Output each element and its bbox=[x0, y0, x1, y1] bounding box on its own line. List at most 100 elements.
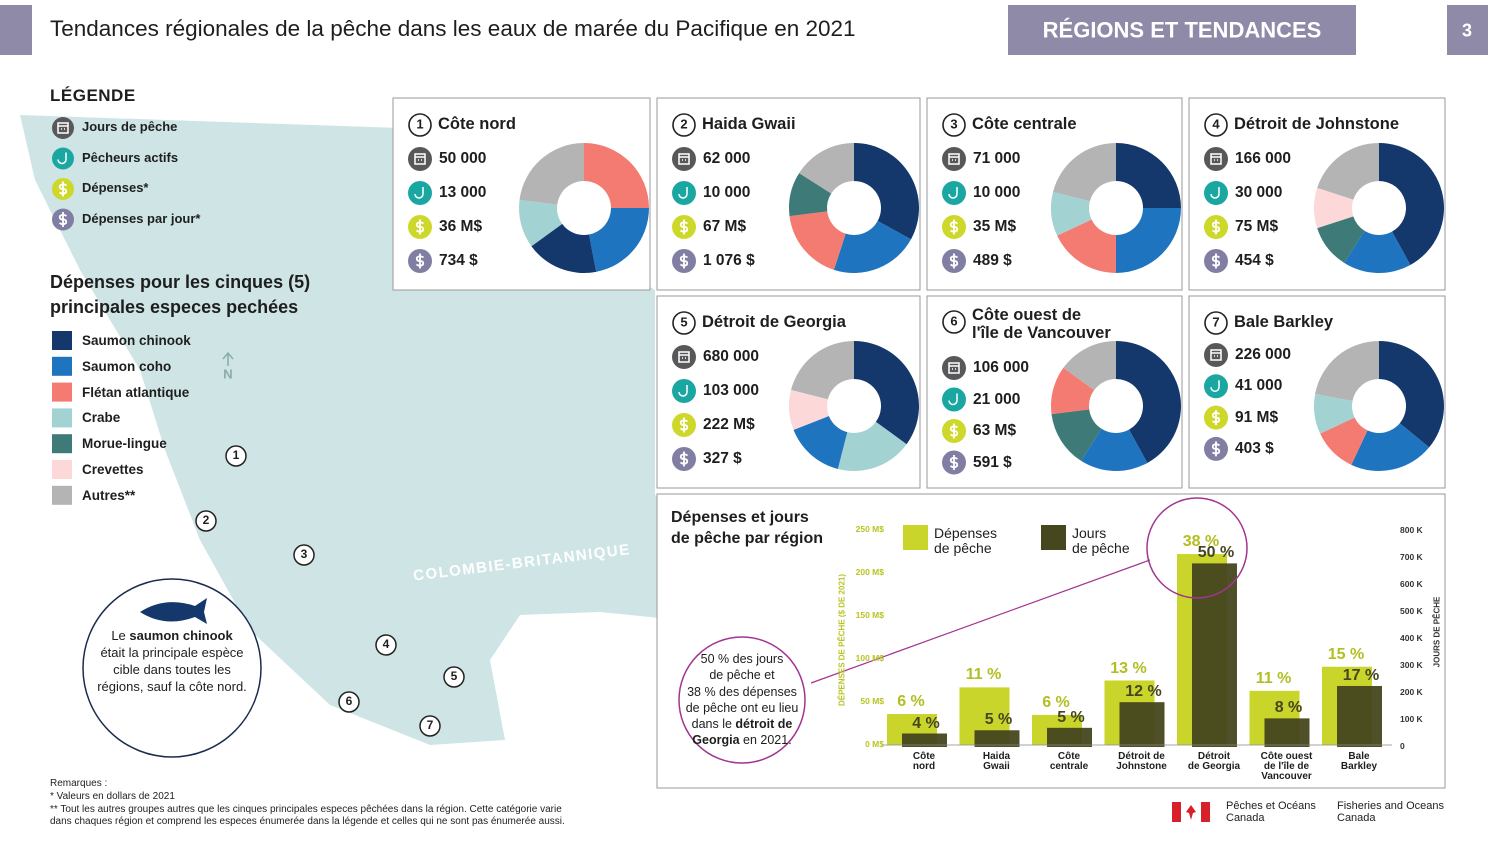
text-part: saumon chinook bbox=[129, 628, 233, 643]
y-tick-label: 250 M$ bbox=[855, 524, 884, 535]
pie-slice bbox=[1053, 143, 1116, 202]
y-tick-label: 100 M$ bbox=[855, 653, 884, 664]
region-number-badge bbox=[942, 113, 966, 137]
y2-tick-label: 200 K bbox=[1400, 687, 1423, 698]
region-title: Bale Barkley bbox=[1234, 313, 1334, 331]
legend-label: Dépenses* bbox=[82, 180, 149, 195]
stat-value: 21 000 bbox=[973, 390, 1021, 408]
species-swatch bbox=[52, 460, 72, 479]
y2-tick-label: 500 K bbox=[1400, 606, 1423, 617]
north-label: N bbox=[223, 366, 233, 382]
y2-tick-label: 300 K bbox=[1400, 660, 1423, 671]
legend-title: LÉGENDE bbox=[50, 86, 136, 105]
percent-label: 17 % bbox=[1342, 666, 1380, 684]
stat-value: 36 M$ bbox=[439, 218, 483, 235]
map-marker-label: 4 bbox=[382, 637, 390, 652]
y2-tick-label: 800 K bbox=[1400, 525, 1423, 536]
map-marker bbox=[225, 445, 247, 467]
bar bbox=[1264, 718, 1310, 747]
icon-glyph bbox=[1210, 187, 1220, 199]
region-title: Côte ouest de l'île de Vancouver bbox=[972, 306, 1111, 343]
text-part: détroit de Georgia bbox=[692, 717, 793, 748]
icon bbox=[942, 356, 966, 380]
icon-glyph bbox=[58, 181, 68, 197]
icon bbox=[672, 147, 696, 171]
notes-title: Remarques : bbox=[50, 778, 108, 789]
stat-value: 75 M$ bbox=[1235, 218, 1279, 235]
icon-glyph bbox=[948, 153, 960, 165]
y-tick-label: 200 M$ bbox=[855, 567, 884, 578]
icon bbox=[52, 147, 74, 170]
y-tick-label: 50 M$ bbox=[860, 696, 884, 707]
stat-value: 226 000 bbox=[1235, 346, 1292, 363]
region-number: 1 bbox=[416, 116, 424, 132]
icon-glyph bbox=[679, 253, 689, 269]
stat-value: 1 076 $ bbox=[703, 252, 755, 269]
x-tick-label: Bale Barkley bbox=[1340, 751, 1378, 772]
pie-slice bbox=[589, 208, 649, 272]
icon bbox=[52, 117, 74, 139]
icon bbox=[408, 181, 432, 205]
icon-glyph bbox=[1211, 219, 1221, 235]
species-label: Morue-lingue bbox=[82, 436, 167, 452]
pie-slice bbox=[1081, 428, 1148, 472]
connector bbox=[810, 559, 1151, 684]
stat-value: 680 000 bbox=[703, 348, 760, 365]
text-part: était la principale espèce cible dans to… bbox=[97, 644, 247, 694]
species-swatch bbox=[52, 331, 72, 350]
icon-glyph bbox=[1211, 410, 1221, 426]
icon bbox=[1204, 374, 1228, 399]
y2-tick-label: 700 K bbox=[1400, 552, 1423, 563]
icon bbox=[408, 147, 432, 171]
legend-label: Dépenses de pêche bbox=[934, 525, 998, 556]
icon-glyph bbox=[678, 351, 690, 363]
icon-glyph bbox=[58, 125, 68, 130]
stat-value: 30 000 bbox=[1235, 184, 1283, 201]
pie-slice bbox=[1351, 423, 1430, 472]
text-part: en 2021. bbox=[739, 733, 792, 748]
percent-label: 12 % bbox=[1125, 682, 1162, 700]
species-label: Crevettes bbox=[82, 462, 144, 477]
icon-glyph bbox=[414, 153, 426, 165]
stat-value: 103 000 bbox=[703, 382, 760, 399]
y2-axis-title: JOURS DE PÊCHE bbox=[1432, 596, 1442, 668]
species-swatch bbox=[52, 485, 72, 505]
stat-value: 67 M$ bbox=[703, 218, 747, 235]
icon-glyph bbox=[415, 156, 425, 161]
stat-value: 10 000 bbox=[703, 184, 751, 201]
y-tick-label: 0 M$ bbox=[865, 739, 884, 750]
x-tick-label: Détroit de Georgia bbox=[1187, 751, 1241, 772]
y2-tick-label: 600 K bbox=[1400, 579, 1423, 590]
stat-value: 591 $ bbox=[973, 453, 1012, 471]
region-title: Côte nord bbox=[438, 115, 516, 133]
x-tick-label: Côte centrale bbox=[1049, 751, 1089, 772]
icon-glyph bbox=[57, 152, 67, 165]
pie-slice bbox=[584, 143, 649, 208]
region-title: Détroit de Georgia bbox=[702, 313, 846, 331]
pie-slice bbox=[788, 389, 829, 430]
map-marker bbox=[195, 510, 217, 532]
icon bbox=[1204, 181, 1228, 205]
stat-value: 62 000 bbox=[703, 150, 751, 167]
icon bbox=[942, 181, 966, 205]
icon-glyph bbox=[1210, 349, 1222, 361]
pie-slice bbox=[531, 223, 597, 273]
icon-glyph bbox=[949, 455, 959, 470]
stat-value: 166 000 bbox=[1235, 150, 1292, 167]
map-marker bbox=[338, 691, 360, 713]
species-swatch bbox=[52, 434, 72, 454]
flag bbox=[1172, 802, 1181, 822]
x-tick-label: Haida Gwaii bbox=[982, 751, 1011, 772]
note-line: * Valeurs en dollars de 2021 bbox=[50, 791, 175, 802]
percent-label: 11 % bbox=[965, 666, 1002, 684]
percent-label: 11 % bbox=[1255, 669, 1292, 687]
stat-value: 50 000 bbox=[439, 150, 487, 167]
percent-label: 4 % bbox=[912, 714, 940, 732]
pie-slice bbox=[1379, 341, 1445, 448]
region-number-badge bbox=[1204, 113, 1228, 137]
stat-value: 13 000 bbox=[439, 184, 487, 201]
bar-chart-title: Dépenses et jours de pêche par région bbox=[671, 509, 824, 547]
icon-glyph bbox=[415, 253, 425, 269]
icon bbox=[672, 379, 696, 403]
icon-glyph bbox=[679, 156, 689, 161]
